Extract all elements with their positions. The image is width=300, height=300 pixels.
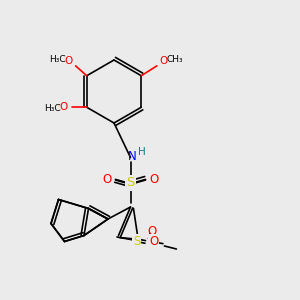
Text: O: O [149, 173, 158, 186]
Text: CH₃: CH₃ [167, 55, 183, 64]
Text: O: O [64, 56, 73, 66]
Text: O: O [149, 235, 158, 248]
Text: O: O [103, 173, 112, 186]
Text: O: O [147, 225, 156, 238]
Text: S: S [133, 235, 140, 248]
Text: O: O [59, 102, 68, 112]
Text: S: S [126, 176, 135, 190]
Text: H₃C: H₃C [49, 55, 66, 64]
Text: N: N [128, 149, 136, 163]
Text: O: O [160, 56, 168, 66]
Text: H₃C: H₃C [44, 104, 61, 113]
Text: H: H [138, 147, 146, 157]
